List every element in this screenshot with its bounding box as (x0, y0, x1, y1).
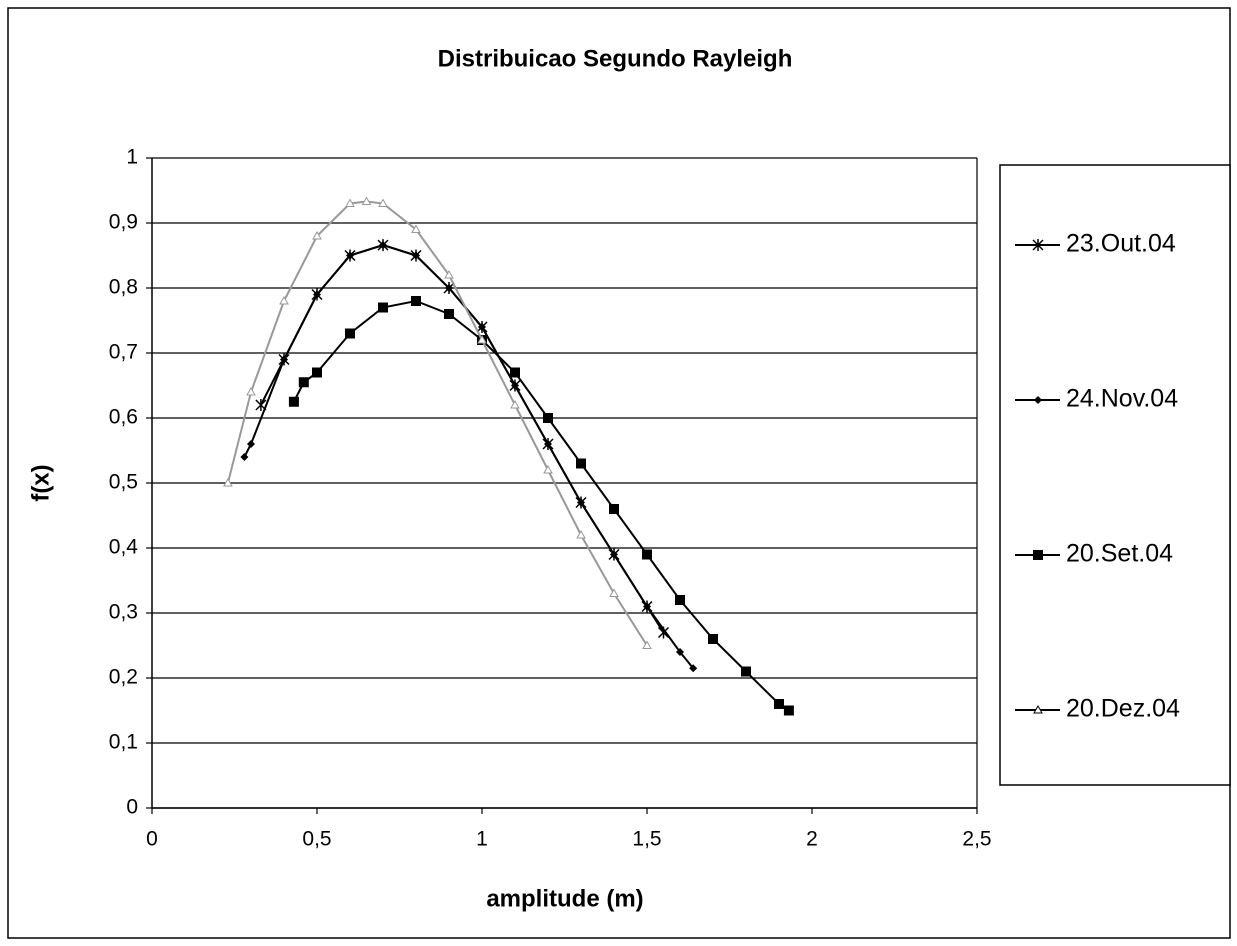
y-tick-label: 0,3 (109, 601, 138, 624)
y-tick-label: 0,6 (109, 406, 138, 429)
marker (444, 269, 454, 279)
series-line (293, 299, 790, 712)
x-tick-label: 1 (476, 828, 488, 851)
marker (543, 413, 553, 423)
x-tick-label: 0 (146, 828, 158, 851)
marker (1034, 396, 1042, 404)
marker (708, 634, 718, 644)
marker (1033, 550, 1043, 560)
marker (279, 295, 289, 305)
marker (543, 464, 553, 474)
marker (609, 588, 619, 597)
y-tick-label: 0,7 (109, 341, 138, 364)
marker (361, 196, 372, 206)
marker (313, 290, 321, 299)
x-tick-label: 1,5 (632, 828, 661, 851)
marker (478, 323, 486, 331)
marker (610, 550, 618, 559)
y-tick-label: 0 (126, 796, 138, 819)
chart-title: Distribuicao Segundo Rayleigh (438, 45, 793, 72)
marker (511, 381, 519, 390)
marker (247, 440, 255, 448)
marker (223, 477, 233, 487)
legend-label: 20.Dez.04 (1066, 695, 1180, 723)
marker (1033, 704, 1043, 714)
marker (577, 498, 585, 507)
marker (576, 458, 586, 469)
marker (774, 699, 784, 709)
marker (643, 602, 651, 611)
marker (345, 198, 355, 207)
marker (346, 251, 354, 260)
marker (411, 296, 421, 306)
marker (280, 355, 288, 364)
marker (445, 284, 453, 292)
y-tick-label: 0,1 (109, 731, 138, 754)
legend-label: 20.Set.04 (1066, 540, 1173, 568)
marker (379, 241, 387, 250)
marker (345, 328, 355, 339)
marker (378, 198, 388, 207)
y-tick-label: 0,4 (109, 536, 139, 559)
marker (576, 529, 586, 539)
marker (312, 367, 322, 378)
marker (642, 640, 652, 649)
y-axis-label: f(x) (27, 464, 54, 501)
marker (240, 453, 249, 461)
marker (741, 666, 751, 677)
marker (675, 595, 685, 605)
marker (411, 224, 421, 233)
y-tick-label: 0,2 (109, 666, 138, 689)
marker (783, 705, 794, 716)
marker (288, 396, 299, 407)
marker (477, 334, 487, 344)
marker (298, 377, 309, 388)
y-tick-label: 0,8 (109, 276, 138, 299)
y-tick-label: 1 (126, 146, 138, 169)
x-tick-label: 2,5 (962, 828, 991, 851)
legend-label: 23.Out.04 (1066, 230, 1176, 258)
y-tick-label: 0,5 (109, 471, 138, 494)
marker (510, 367, 520, 378)
marker (642, 549, 652, 560)
marker (689, 664, 698, 673)
x-tick-label: 2 (806, 828, 818, 851)
marker (378, 302, 388, 313)
marker (412, 251, 420, 260)
marker (312, 230, 322, 240)
x-tick-label: 0,5 (302, 828, 331, 851)
y-tick-label: 0,9 (109, 211, 138, 234)
marker (510, 399, 520, 409)
marker (444, 309, 454, 319)
marker (246, 386, 256, 396)
legend-label: 24.Nov.04 (1066, 385, 1178, 413)
marker (676, 648, 684, 656)
marker (544, 440, 552, 448)
x-axis-label: amplitude (m) (486, 885, 643, 912)
marker (1032, 239, 1044, 251)
legend-box (999, 164, 1231, 786)
marker (609, 504, 619, 514)
